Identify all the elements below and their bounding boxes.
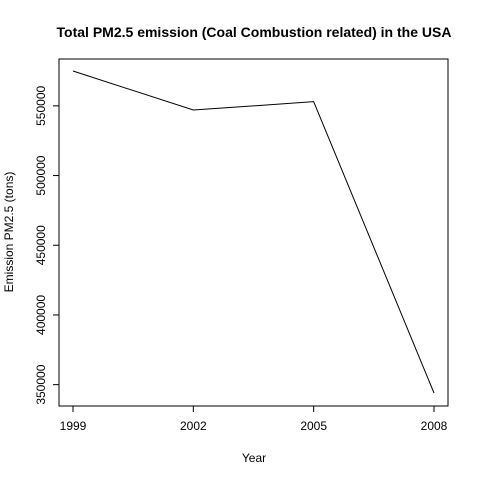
- x-tick-label: 2008: [421, 419, 448, 433]
- y-tick-label: 500000: [34, 155, 48, 195]
- x-tick-label: 2002: [180, 419, 207, 433]
- y-tick-label: 400000: [34, 295, 48, 335]
- y-tick-label: 350000: [34, 364, 48, 404]
- x-tick-label: 2005: [300, 419, 327, 433]
- plot-box: [58, 58, 449, 407]
- x-axis: 1999 2002 2005 2008: [60, 406, 448, 433]
- y-axis-label: Emission PM2.5 (tons): [2, 172, 16, 293]
- x-tick-label: 1999: [60, 419, 87, 433]
- y-tick-label: 450000: [34, 225, 48, 265]
- data-point-2002: [192, 109, 195, 112]
- y-tick-label: 550000: [34, 86, 48, 126]
- emission-line: [72, 70, 435, 394]
- data-point-2008: [433, 392, 436, 395]
- chart-title: Total PM2.5 emission (Coal Combustion re…: [57, 24, 452, 40]
- series: [72, 70, 436, 395]
- y-axis: 350000 400000 450000 500000 550000: [34, 86, 59, 405]
- x-axis-label: Year: [242, 451, 266, 465]
- data-point-1999: [72, 70, 75, 73]
- data-point-2005: [312, 100, 315, 103]
